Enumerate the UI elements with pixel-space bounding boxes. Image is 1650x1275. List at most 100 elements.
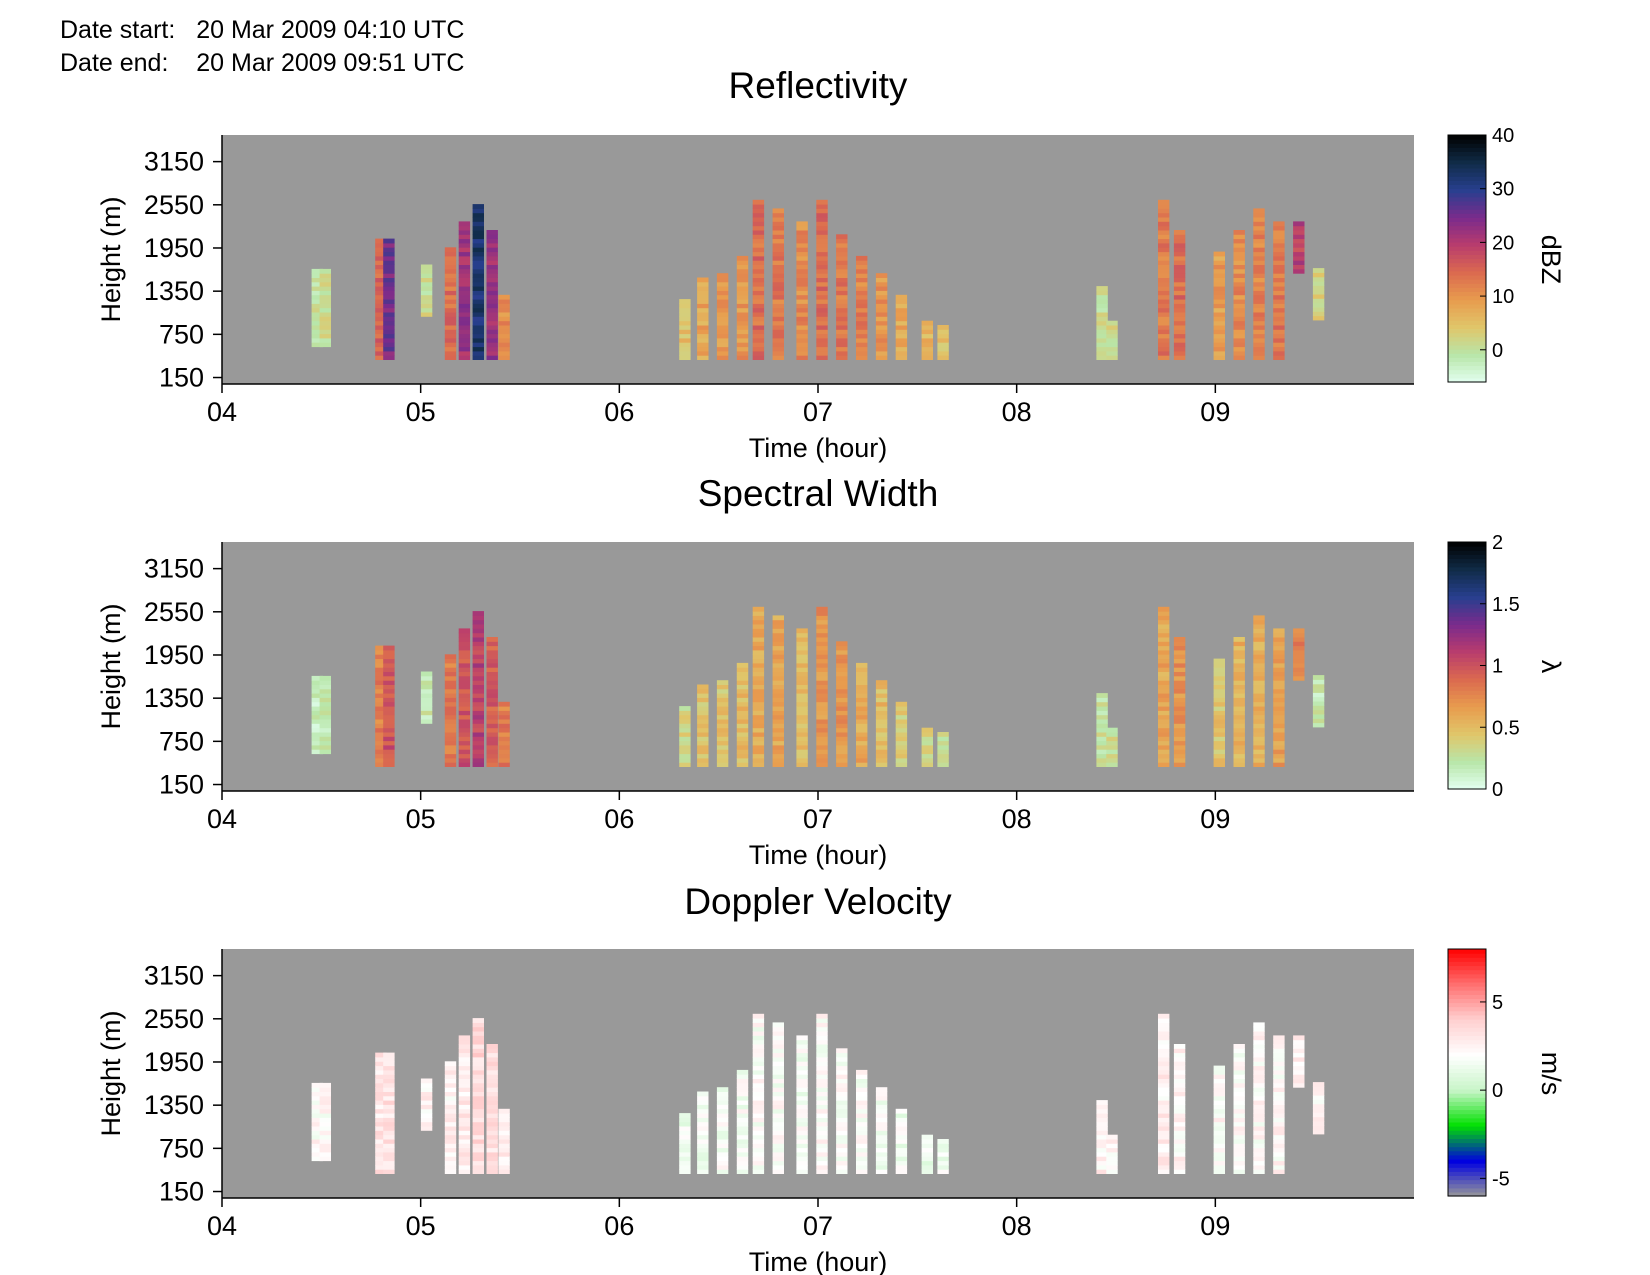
echo-cell [772, 641, 784, 647]
echo-cell [383, 744, 395, 750]
colorbar-strip [1448, 155, 1486, 161]
echo-cell [1173, 714, 1186, 720]
echo-cell [375, 350, 387, 356]
colorbar-strip [1448, 949, 1486, 954]
echo-cell [1158, 204, 1170, 209]
echo-cell [375, 1117, 387, 1123]
echo-cell [1106, 325, 1118, 330]
echo-cell [1273, 1126, 1285, 1131]
echo-cell [1096, 714, 1108, 720]
echo-cell [311, 1108, 323, 1114]
echo-cell [856, 757, 868, 763]
echo-cell [921, 753, 933, 759]
echo-cell [1253, 281, 1265, 287]
echo-cell [375, 684, 387, 690]
echo-cell [736, 1147, 749, 1153]
echo-cell [319, 701, 331, 707]
echo-cell [472, 628, 484, 634]
echo-cell [383, 1113, 395, 1118]
echo-cell [836, 1169, 848, 1174]
echo-cell [679, 1164, 691, 1170]
echo-cell [1253, 706, 1265, 711]
echo-cell [1213, 260, 1225, 265]
echo-cell [772, 688, 784, 694]
echo-cell [383, 1095, 395, 1101]
echo-cell [383, 649, 395, 655]
echo-cell [697, 1151, 709, 1157]
echo-cell [679, 727, 691, 733]
echo-cell [1233, 667, 1245, 672]
echo-cell [375, 697, 387, 703]
echo-cell [319, 273, 331, 278]
echo-cell [716, 1108, 729, 1114]
echo-cell [1158, 286, 1170, 291]
echo-cell [679, 320, 691, 326]
echo-cell [375, 1113, 387, 1118]
echo-cell [752, 277, 765, 283]
echo-cell [1158, 628, 1170, 634]
echo-cell [772, 1130, 784, 1136]
echo-cell [856, 693, 868, 698]
echo-cell [1158, 264, 1170, 270]
echo-cell [458, 230, 471, 235]
echo-cell [319, 299, 331, 304]
echo-cell [444, 714, 457, 720]
echo-cell [1233, 762, 1245, 767]
echo-cell [772, 680, 784, 685]
echo-cell [856, 732, 868, 737]
echo-cell [472, 757, 484, 763]
echo-cell [752, 299, 765, 304]
echo-cell [444, 1160, 457, 1166]
echo-cell [875, 329, 888, 335]
echo-cell [772, 1061, 784, 1067]
colorbar-strip [1448, 702, 1486, 708]
echo-cell [772, 658, 784, 664]
echo-cell [444, 1143, 457, 1149]
echo-cell [836, 320, 848, 326]
echo-cell [1253, 628, 1265, 634]
echo-cell [1106, 342, 1118, 348]
echo-cell [444, 312, 457, 317]
echo-cell [895, 1126, 908, 1131]
echo-cell [679, 316, 691, 322]
colorbar-strip [1448, 620, 1486, 625]
echo-cell [772, 632, 784, 638]
echo-cell [1158, 333, 1170, 339]
echo-layer [311, 606, 1325, 767]
echo-cell [1158, 1026, 1170, 1032]
echo-cell [752, 1134, 765, 1140]
colorbar-tick-label: 0 [1492, 1080, 1503, 1102]
echo-cell [836, 1134, 848, 1140]
colorbar-strip [1448, 1163, 1486, 1168]
echo-cell [836, 1151, 848, 1157]
echo-cell [1253, 1026, 1265, 1032]
echo-cell [444, 706, 457, 711]
echo-cell [311, 680, 323, 685]
echo-cell [1158, 1031, 1170, 1036]
echo-cell [1273, 255, 1285, 261]
echo-cell [472, 1100, 484, 1105]
echo-cell [458, 294, 471, 300]
echo-cell [1096, 355, 1108, 360]
echo-cell [875, 273, 888, 278]
echo-cell [458, 1074, 471, 1079]
echo-cell [752, 307, 765, 313]
echo-cell [772, 619, 784, 625]
echo-cell [1158, 637, 1170, 642]
echo-cell [1173, 706, 1186, 711]
echo-cell [679, 753, 691, 759]
echo-cell [736, 1078, 749, 1084]
echo-cell [1273, 1156, 1285, 1162]
echo-cell [375, 342, 387, 348]
echo-cell [383, 1056, 395, 1062]
echo-cell [772, 355, 784, 360]
echo-cell [1173, 645, 1186, 651]
echo-cell [486, 637, 498, 642]
echo-cell [1158, 744, 1170, 750]
echo-cell [856, 1091, 868, 1097]
echo-cell [1253, 723, 1265, 729]
echo-cell [836, 325, 848, 330]
echo-cell [458, 1134, 471, 1140]
echo-cell [375, 688, 387, 694]
